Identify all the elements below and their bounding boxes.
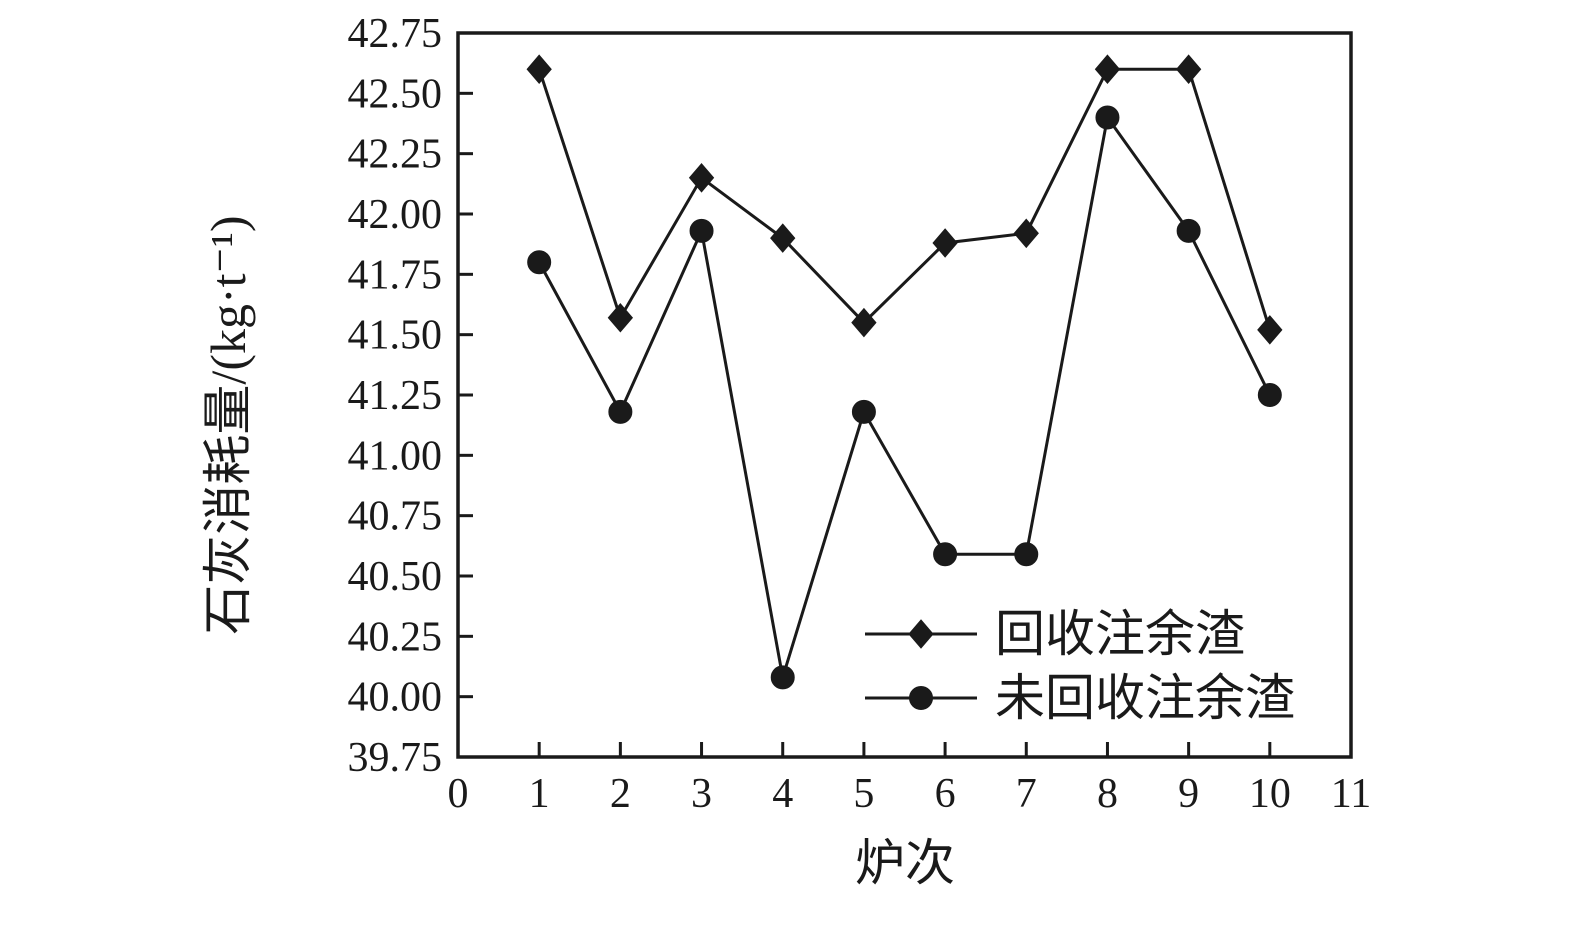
- series-1-marker: [608, 399, 633, 424]
- series-0-marker: [1013, 218, 1039, 249]
- x-tick-label: 3: [691, 771, 712, 817]
- x-axis-label: 炉次: [855, 835, 955, 891]
- series-1-marker: [1257, 383, 1282, 407]
- series-1-marker: [1176, 218, 1201, 243]
- series-0-marker: [932, 228, 958, 258]
- x-tick-label: 4: [772, 771, 793, 817]
- series-circle: [527, 105, 1282, 690]
- y-tick-label: 40.25: [348, 614, 443, 660]
- x-tick-label: 7: [1016, 771, 1037, 817]
- y-tick-label: 40.75: [348, 494, 443, 540]
- series-0-marker: [1094, 54, 1121, 84]
- y-tick-label: 39.75: [348, 735, 443, 781]
- series-1-marker: [1014, 542, 1039, 567]
- series-1-marker: [851, 399, 876, 424]
- y-tick-label: 41.75: [348, 252, 443, 298]
- legend-marker-1: [909, 686, 933, 710]
- series-0-marker: [851, 307, 877, 338]
- x-tick-label: 0: [448, 771, 469, 817]
- x-tick-label: 1: [529, 771, 550, 817]
- series-diamond: [526, 54, 1283, 345]
- series-line-0: [537, 67, 1272, 331]
- x-tick-label: 9: [1178, 771, 1199, 817]
- x-tick-label: 6: [935, 771, 956, 817]
- x-tick-label: 8: [1097, 771, 1118, 817]
- y-tick-label: 42.75: [348, 11, 443, 57]
- series-line-1: [537, 113, 1272, 678]
- y-tick-label: 42.25: [348, 132, 443, 178]
- series-1-marker: [933, 542, 958, 567]
- x-tick-label: 2: [610, 771, 631, 817]
- series-0-marker: [526, 54, 552, 84]
- series-1-marker: [770, 665, 795, 690]
- x-tick-label: 5: [853, 771, 874, 817]
- y-tick-label: 41.00: [348, 433, 443, 479]
- y-tick-label: 40.00: [348, 675, 443, 721]
- series-0-marker: [770, 223, 796, 253]
- series-0-marker: [688, 163, 715, 193]
- y-tick-label: 42.50: [348, 71, 443, 117]
- y-tick-label: 40.50: [348, 554, 443, 600]
- x-tick-label: 10: [1249, 771, 1291, 817]
- series-1-marker: [527, 250, 552, 275]
- y-tick-label: 42.00: [348, 192, 443, 238]
- legend-label-1: 未回收注余渣: [995, 670, 1295, 726]
- series-0-marker: [1257, 315, 1283, 345]
- y-axis-label: 石灰消耗量/(kg·t⁻¹): [200, 215, 256, 634]
- legend-label-0: 回收注余渣: [995, 606, 1245, 662]
- legend-marker-0: [908, 619, 934, 649]
- series-0-marker: [1175, 54, 1202, 84]
- y-tick-label: 41.25: [348, 373, 443, 419]
- series-1-marker: [689, 218, 714, 243]
- y-tick-label: 41.50: [348, 313, 443, 359]
- series-1-marker: [1095, 105, 1120, 130]
- x-tick-label: 11: [1331, 771, 1371, 817]
- series-0-marker: [607, 303, 634, 333]
